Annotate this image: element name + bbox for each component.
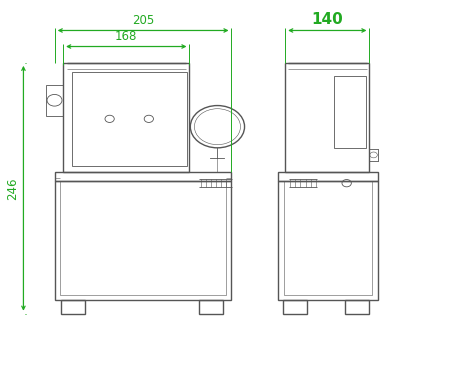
Text: 168: 168 [115, 30, 137, 43]
Text: 140: 140 [312, 12, 343, 27]
Text: 246: 246 [6, 177, 19, 199]
Text: 205: 205 [132, 14, 154, 27]
